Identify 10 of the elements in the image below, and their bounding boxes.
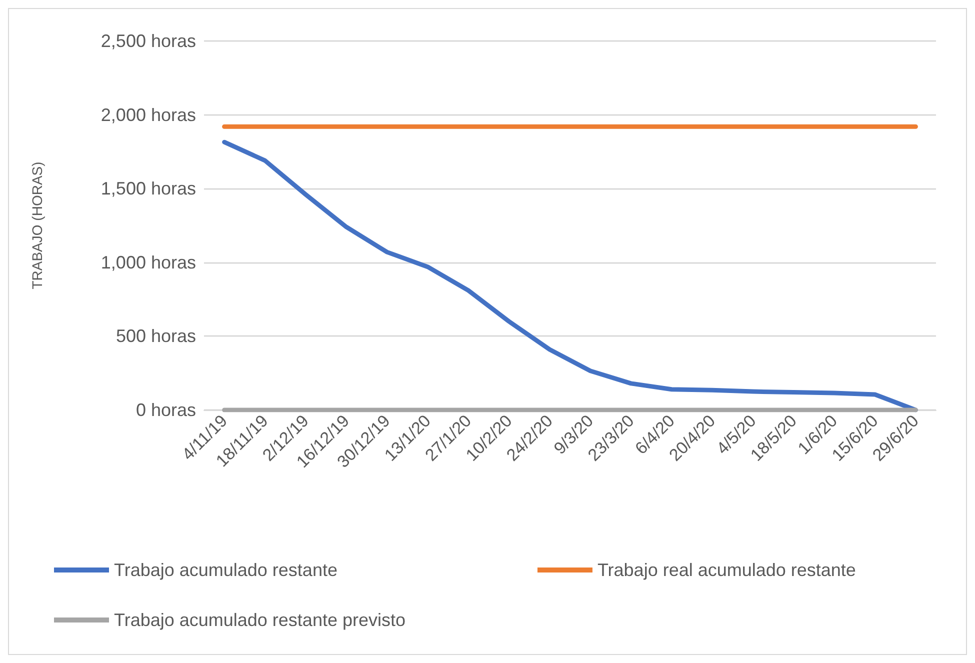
y-axis-title: TRABAJO (HORAS) xyxy=(29,162,45,290)
y-tick-label: 2,000 horas xyxy=(100,104,196,125)
y-tick-label: 2,500 horas xyxy=(100,31,196,51)
legend-label: Trabajo real acumulado restante xyxy=(597,560,856,580)
y-tick-label: 1,000 horas xyxy=(100,252,196,272)
y-tick-label: 0 horas xyxy=(136,400,196,420)
legend-label: Trabajo acumulado restante previsto xyxy=(114,610,406,630)
legend-label: Trabajo acumulado restante xyxy=(114,560,338,580)
y-tick-label: 1,500 horas xyxy=(100,178,196,199)
y-tick-label: 500 horas xyxy=(116,326,196,346)
